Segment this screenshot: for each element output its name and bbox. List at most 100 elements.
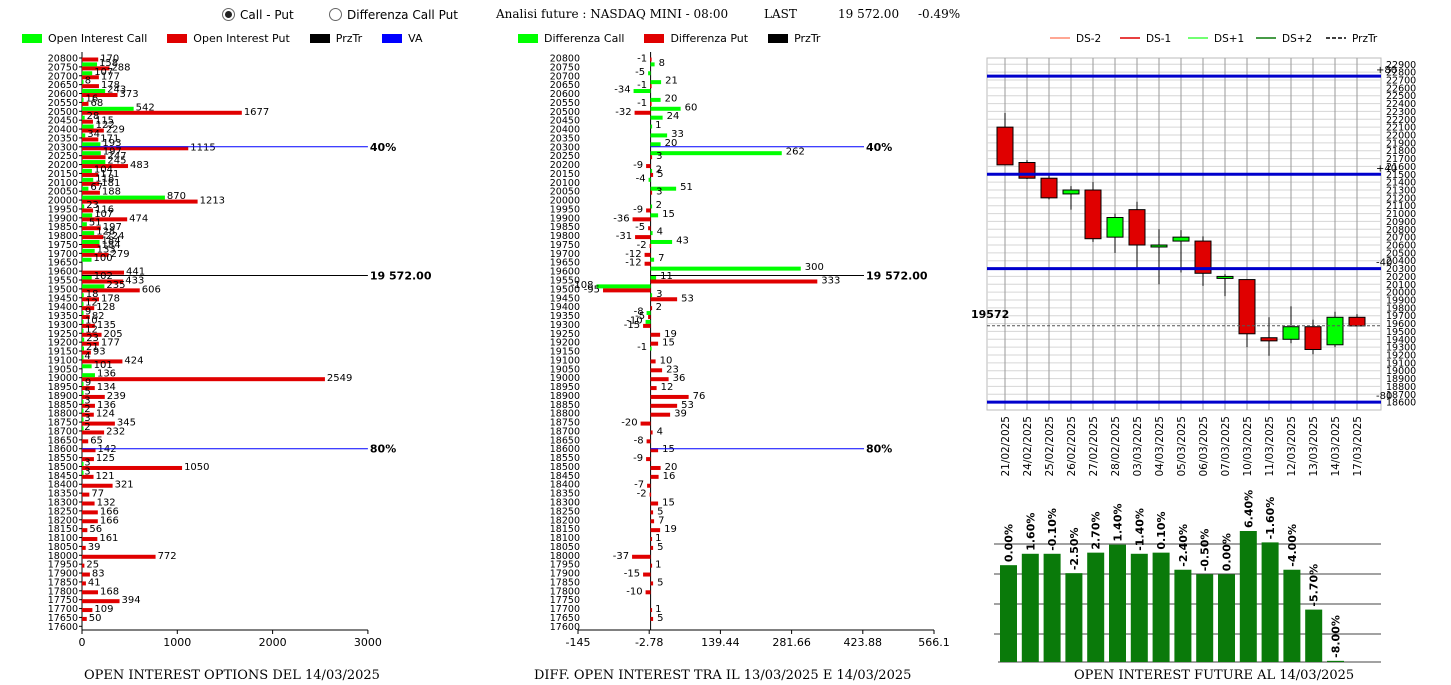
diff-strike-label: 20150 (550, 169, 580, 180)
oi-put-bar (82, 581, 86, 586)
future-bar-label: 0.00% (1221, 533, 1234, 571)
oi-call-bar (82, 284, 105, 289)
diff-strike-label: 20050 (550, 187, 580, 198)
candle-y-tick-label: 21200 (1386, 193, 1416, 204)
diff-put-value: 1 (655, 604, 661, 615)
oi-strike-label: 20600 (48, 89, 78, 100)
oi-strike-label: 20750 (48, 62, 78, 73)
oi-call-bar (82, 355, 84, 360)
diff-call-value: 20 (665, 138, 678, 149)
oi-put-value: 109 (94, 604, 113, 615)
oi-call-bar (82, 328, 84, 333)
oi-call-value: 21 (86, 342, 99, 353)
call-put-radio[interactable]: Call - Put (222, 8, 294, 22)
oi-put-value: 474 (129, 213, 148, 224)
oi-put-value: 170 (100, 54, 119, 65)
oi-strike-label: 18300 (48, 498, 78, 509)
diff-call-value: 60 (685, 102, 698, 113)
diff-strike-label: 17900 (550, 569, 580, 580)
oi-call-bar (82, 399, 84, 404)
diff-put-bar (649, 492, 652, 497)
oi-put-value: 171 (100, 133, 119, 144)
radio-unselected-icon[interactable] (329, 8, 342, 21)
oi-put-value: 279 (111, 249, 130, 260)
candle-y-tick-label: 18600 (1386, 398, 1416, 409)
diff-put-value: -1 (637, 98, 647, 109)
oi-x-tick-label: 0 (79, 636, 86, 649)
diff-strike-label: 18000 (550, 551, 580, 562)
candle-y-tick-label: 19200 (1386, 351, 1416, 362)
candle-date-label: 11/03/2025 (1264, 416, 1276, 477)
oi-call-value: 118 (95, 173, 114, 184)
diff-strike-label: 19850 (550, 222, 580, 233)
candle-body (1172, 236, 1190, 242)
diff-call-bar (650, 142, 661, 147)
candle-body (1282, 326, 1300, 340)
diff-put-value: 36 (673, 373, 686, 384)
candle-level-label: -80 (1376, 391, 1392, 402)
diff-call-bar (650, 133, 668, 138)
oi-put-value: 41 (88, 577, 101, 588)
oi-put-bar (82, 359, 123, 364)
diff-call-value: -1 (637, 342, 647, 353)
future-bar (1043, 553, 1061, 662)
candle-y-tick-label: 22700 (1386, 76, 1416, 87)
oi-put-value: 142 (98, 444, 117, 455)
diff-call-bar (650, 275, 657, 280)
future-bar-label: -2.40% (1177, 524, 1190, 567)
oi-call-bar (82, 417, 84, 422)
diff-strike-label: 20600 (550, 89, 580, 100)
oi-put-bar (82, 457, 94, 462)
oi-put-value: 115 (95, 116, 114, 127)
oi-put-value: 177 (101, 338, 120, 349)
oi-call-value: 12 (85, 298, 98, 309)
diff-put-bar (646, 439, 651, 444)
oi-strike-label: 20250 (48, 151, 78, 162)
diff-strike-label: 17650 (550, 613, 580, 624)
oi-call-value: 197 (103, 147, 122, 158)
oi-put-bar (82, 110, 242, 115)
diff-put-bar (650, 465, 661, 470)
candle-date-label: 03/03/2025 (1132, 416, 1144, 477)
diff-put-value: 39 (674, 409, 687, 420)
radio-diff-label: Differenza Call Put (347, 8, 458, 22)
diff-call-put-radio[interactable]: Differenza Call Put (329, 8, 458, 22)
future-bar-label: -1.40% (1133, 508, 1146, 551)
candle-y-tick-label: 18700 (1386, 390, 1416, 401)
oi-strike-label: 20500 (48, 107, 78, 118)
diff-strike-label: 20650 (550, 80, 580, 91)
oi-call-value: 122 (96, 120, 115, 131)
oi-put-value: 25 (86, 560, 99, 571)
candle-body (1238, 279, 1256, 335)
diff-call-value: 43 (676, 235, 689, 246)
oi-call-bar (82, 239, 100, 244)
diff-call-value: -8 (634, 307, 644, 318)
diff-put-value: -5 (635, 311, 645, 322)
oi-strike-label: 20800 (48, 54, 78, 65)
future-bar-label: -2.50% (1068, 527, 1081, 570)
oi-strike-label: 18550 (48, 453, 78, 464)
oi-put-bar (82, 501, 95, 506)
oi-put-bar (82, 279, 124, 284)
candle-date-label: 12/03/2025 (1286, 416, 1298, 477)
oi-call-value: 243 (107, 85, 126, 96)
diff-call-value: 7 (658, 253, 664, 264)
diff-strike-label: 18950 (550, 382, 580, 393)
candle-date-label: 07/03/2025 (1220, 416, 1232, 477)
candle-body (1194, 240, 1212, 274)
oi-strike-label: 19650 (48, 258, 78, 269)
oi-put-bar (82, 537, 98, 542)
diff-put-value: -12 (625, 249, 641, 260)
oi-strike-label: 18850 (48, 400, 78, 411)
oi-put-bar (82, 483, 113, 488)
candle-body (1084, 189, 1102, 240)
future-bar-label: -1.60% (1264, 497, 1277, 540)
oi-call-bar (82, 195, 165, 200)
diff-put-value: 3 (656, 187, 662, 198)
oi-call-value: 28 (87, 111, 100, 122)
oi-strike-label: 20650 (48, 80, 78, 91)
candle-y-tick-label: 20800 (1386, 225, 1416, 236)
radio-selected-icon[interactable] (222, 8, 235, 21)
oi-put-value: 239 (107, 391, 126, 402)
candle-y-tick-label: 19100 (1386, 358, 1416, 369)
